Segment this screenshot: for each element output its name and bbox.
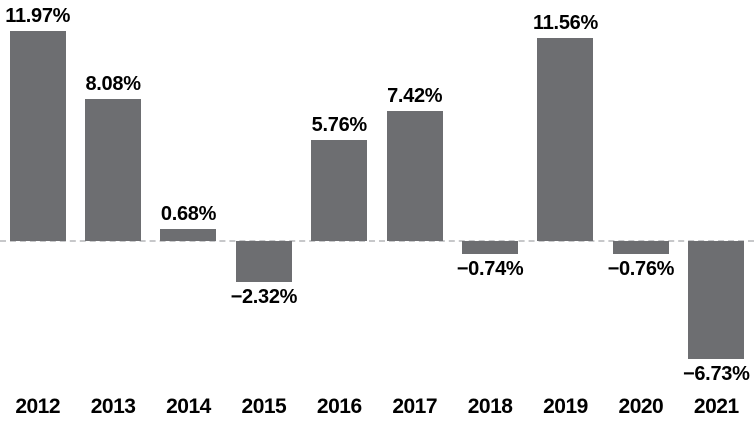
bar-column-2021: −6.73% 2021 [679,0,754,425]
bar-value-label-2015: −2.32% [230,286,298,308]
x-axis-tick-2015: 2015 [241,395,287,418]
bar-column-2018: −0.74% 2018 [452,0,527,425]
bar-value-label-2012: 11.97% [5,5,71,27]
bar-column-2013: 8.08% 2013 [75,0,150,425]
x-axis-tick-2014: 2014 [166,395,211,418]
bar-2018 [462,241,519,254]
bar-column-2019: 11.56% 2019 [528,0,603,425]
zero-baseline [0,240,754,242]
bar-2019 [537,38,594,241]
bar-value-label-2017: 7.42% [387,85,443,107]
bar-2015 [235,241,292,282]
x-axis-tick-2018: 2018 [467,395,513,418]
bar-value-label-2020: −0.76% [607,258,675,280]
bar-2016 [311,140,368,241]
x-axis-tick-2017: 2017 [392,395,438,418]
bar-column-2016: 5.76% 2016 [302,0,377,425]
bar-value-label-2016: 5.76% [311,114,368,136]
bar-2021 [688,241,745,359]
bar-2013 [85,99,142,241]
x-axis-tick-2020: 2020 [618,395,664,418]
bar-value-label-2013: 8.08% [85,73,141,95]
bar-2014 [160,229,217,241]
x-axis-tick-2016: 2016 [316,395,362,418]
bar-value-label-2021: −6.73% [682,363,750,385]
x-axis-tick-2012: 2012 [15,395,61,418]
bar-column-2015: −2.32% 2015 [226,0,301,425]
bar-2017 [386,111,443,241]
bar-column-2020: −0.76% 2020 [603,0,678,425]
bar-value-label-2014: 0.68% [160,203,217,225]
bar-column-2017: 7.42% 2017 [377,0,452,425]
bar-value-label-2019: 11.56% [533,12,598,34]
bar-column-2014: 0.68% 2014 [151,0,226,425]
bar-value-label-2018: −0.74% [456,258,524,280]
x-axis-tick-2021: 2021 [693,395,739,418]
x-axis-tick-2019: 2019 [543,395,588,418]
x-axis-tick-2013: 2013 [90,395,136,418]
bar-column-2012: 11.97% 2012 [0,0,75,425]
bar-2020 [612,241,669,254]
bar-2012 [9,31,66,241]
